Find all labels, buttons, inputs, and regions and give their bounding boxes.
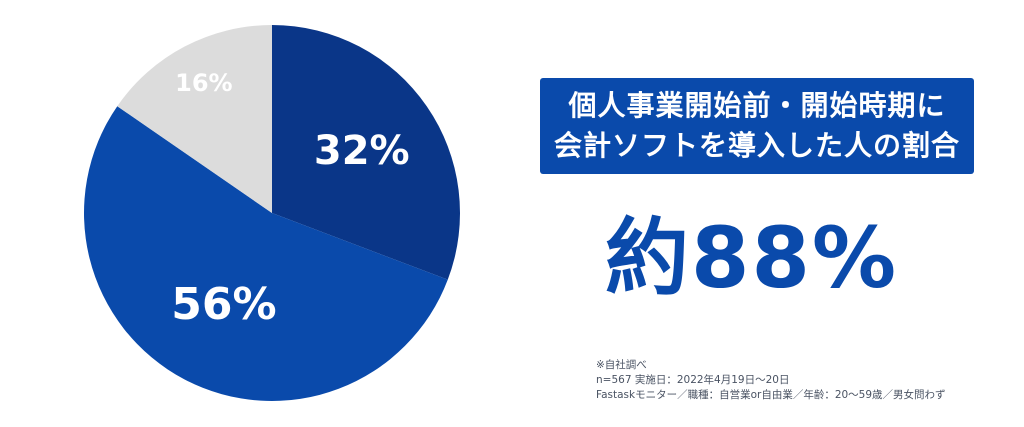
headline-box: 個人事業開始前・開始時期に 会計ソフトを導入した人の割合 [540, 78, 974, 174]
pie-label-56: 56% [171, 279, 276, 330]
pie-label-16: 16% [175, 69, 232, 97]
pie-slice-32 [272, 25, 460, 280]
footnote-line-3: Fastaskモニター／職種：自営業or自由業／年齢：20〜59歳／男女問わず [596, 389, 946, 401]
footnote: ※自社調べ n=567 実施日：2022年4月19日〜20日 Fastaskモニ… [596, 358, 946, 403]
big-stat-value: 約88% [605, 209, 899, 307]
headline-line-2: 会計ソフトを導入した人の割合 [553, 129, 960, 162]
pie-slice-16 [117, 25, 273, 213]
pie-label-32: 32% [314, 128, 410, 174]
footnote-line-1: ※自社調べ [596, 359, 647, 371]
footnote-line-2: n=567 実施日：2022年4月19日〜20日 [596, 374, 790, 386]
pie-slice-56 [84, 106, 448, 401]
headline-line-1: 個人事業開始前・開始時期に [568, 89, 946, 122]
